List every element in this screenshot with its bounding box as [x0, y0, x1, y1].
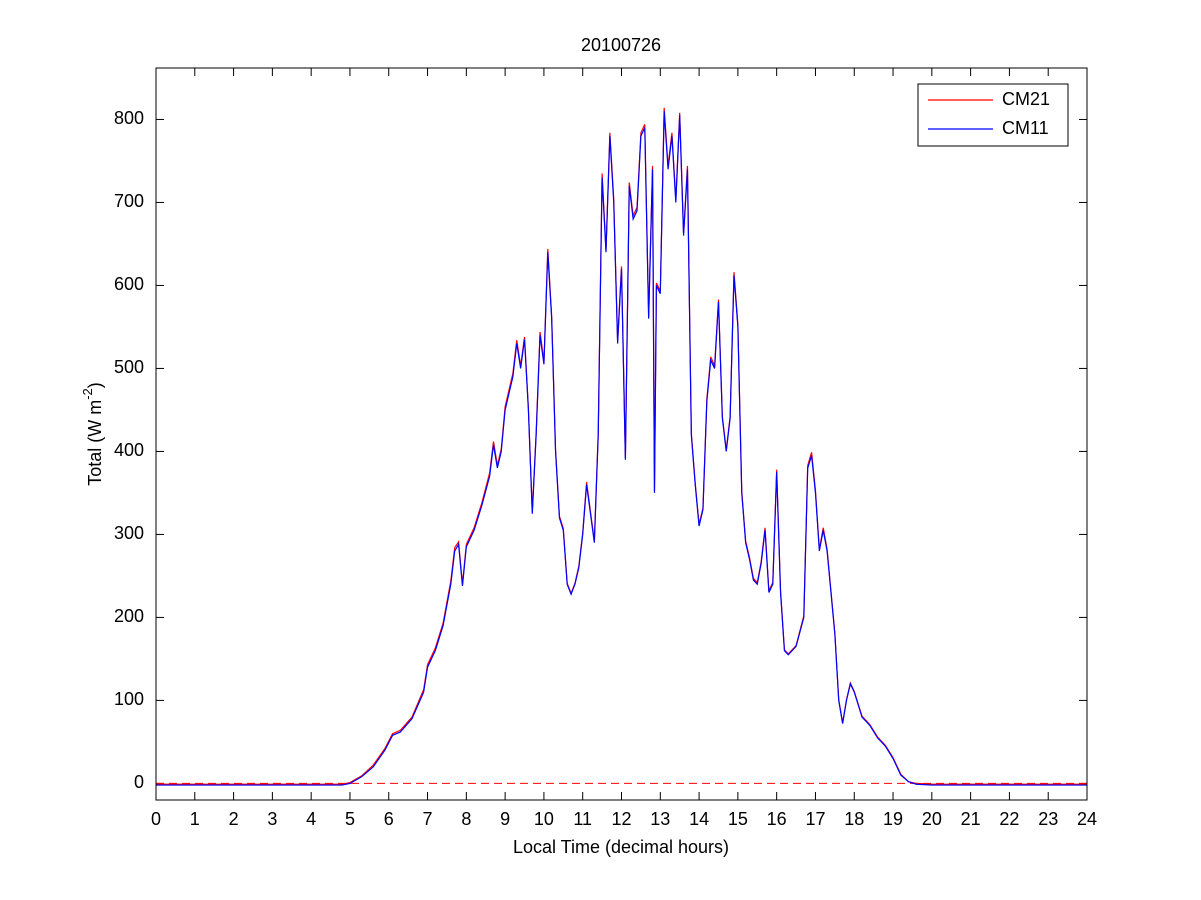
y-tick-label: 0 [134, 772, 144, 792]
y-tick-label: 700 [114, 191, 144, 211]
y-tick-label: 500 [114, 357, 144, 377]
x-tick-label: 17 [805, 809, 825, 829]
x-tick-label: 11 [573, 809, 592, 829]
x-tick-label: 14 [689, 809, 709, 829]
legend-label: CM11 [1002, 118, 1049, 138]
series-line [156, 111, 1087, 786]
x-tick-label: 3 [267, 809, 277, 829]
x-tick-label: 8 [461, 809, 471, 829]
x-tick-label: 21 [961, 809, 981, 829]
x-tick-label: 7 [423, 809, 433, 829]
x-tick-label: 9 [500, 809, 510, 829]
x-tick-label: 19 [883, 809, 903, 829]
x-axis-label: Local Time (decimal hours) [513, 837, 729, 857]
x-tick-label: 4 [306, 809, 316, 829]
x-tick-label: 16 [767, 809, 787, 829]
y-tick-label: 800 [114, 108, 144, 128]
x-tick-label: 22 [999, 809, 1019, 829]
x-tick-label: 18 [844, 809, 864, 829]
legend-box [917, 83, 1069, 147]
y-tick-label: 100 [114, 689, 144, 709]
x-tick-label: 5 [345, 809, 355, 829]
x-tick-label: 15 [728, 809, 748, 829]
x-tick-label: 23 [1038, 809, 1058, 829]
x-tick-label: 1 [190, 809, 200, 829]
x-tick-label: 6 [384, 809, 394, 829]
x-tick-label: 0 [151, 809, 161, 829]
x-tick-label: 20 [922, 809, 942, 829]
y-label-sup: -2 [80, 388, 95, 400]
legend-label: CM21 [1002, 89, 1050, 109]
y-tick-label: 400 [114, 440, 144, 460]
y-tick-label: 600 [114, 274, 144, 294]
plot-frame [155, 67, 1088, 801]
y-tick-label: 200 [114, 606, 144, 626]
x-tick-label: 10 [534, 809, 554, 829]
x-tick-label: 24 [1077, 809, 1097, 829]
y-label-end: ) [85, 382, 105, 388]
x-tick-label: 13 [650, 809, 670, 829]
y-axis-label: Total (W m-2) [80, 382, 104, 486]
x-tick-label: 12 [611, 809, 631, 829]
y-label-main: Total (W m [85, 400, 105, 486]
x-tick-label: 2 [229, 809, 239, 829]
y-tick-label: 300 [114, 523, 144, 543]
chart-title: 20100726 [581, 35, 661, 55]
